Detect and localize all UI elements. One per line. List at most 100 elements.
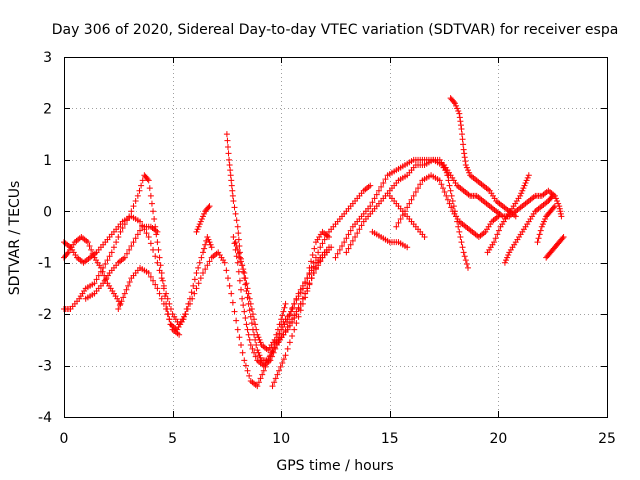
data-point	[297, 286, 304, 293]
data-point	[448, 204, 455, 211]
data-point	[459, 136, 466, 143]
data-point	[235, 250, 242, 257]
data-point	[557, 210, 564, 217]
data-point	[207, 241, 214, 248]
data-point	[247, 342, 254, 348]
data-point	[460, 249, 467, 256]
data-point	[233, 243, 240, 249]
data-point	[367, 203, 374, 210]
data-point	[202, 266, 209, 273]
x-tick-label: 20	[489, 431, 507, 447]
data-point	[230, 234, 237, 240]
data-point	[193, 285, 200, 292]
data-point	[393, 223, 400, 230]
data-point	[108, 249, 115, 256]
data-point	[255, 334, 262, 341]
data-point	[156, 267, 163, 274]
data-point	[406, 200, 413, 207]
data-point	[238, 258, 245, 265]
data-point	[97, 264, 104, 271]
data-point	[343, 235, 350, 242]
plot-frame	[64, 57, 608, 418]
data-point	[302, 279, 309, 285]
data-point	[455, 108, 462, 114]
data-point	[257, 339, 264, 346]
data-point	[223, 131, 230, 138]
data-point	[246, 336, 253, 343]
data-point	[293, 320, 300, 327]
data-point	[115, 234, 122, 240]
data-point	[152, 253, 159, 260]
data-point	[336, 246, 343, 253]
series-track-23	[232, 239, 289, 354]
data-point	[224, 144, 231, 150]
data-point	[308, 258, 315, 265]
data-point	[121, 290, 128, 297]
data-point	[193, 270, 200, 276]
data-point	[204, 262, 211, 269]
data-point	[289, 304, 296, 311]
data-point	[279, 312, 286, 319]
data-point	[503, 257, 510, 264]
data-point	[268, 353, 275, 360]
data-point	[247, 300, 254, 307]
data-point	[281, 304, 288, 311]
data-point	[460, 141, 467, 148]
x-tick-label: 5	[168, 431, 177, 447]
data-point	[520, 185, 527, 192]
data-point	[234, 326, 241, 333]
data-point	[221, 259, 228, 266]
data-point	[256, 336, 263, 343]
data-point	[551, 203, 558, 210]
data-point	[522, 180, 529, 186]
data-point	[272, 345, 279, 352]
data-point	[239, 349, 246, 356]
data-point	[291, 326, 298, 333]
data-point	[253, 342, 260, 348]
data-point	[226, 156, 233, 163]
data-point	[512, 213, 519, 220]
data-point	[523, 177, 530, 184]
y-tick-label: 2	[43, 101, 52, 117]
data-point	[354, 230, 361, 237]
data-point	[494, 231, 501, 238]
series-track-22	[61, 234, 124, 307]
data-point	[289, 306, 296, 312]
data-point	[404, 244, 411, 251]
data-point	[245, 331, 252, 338]
data-point	[248, 320, 255, 327]
y-tick-label: 0	[43, 204, 52, 220]
data-point	[289, 316, 296, 323]
data-point	[239, 295, 246, 302]
data-point	[125, 282, 132, 289]
data-point	[228, 177, 235, 184]
data-point	[457, 118, 464, 125]
data-point	[279, 360, 286, 366]
data-point	[226, 282, 233, 289]
data-point	[128, 243, 135, 249]
data-point	[286, 311, 293, 318]
data-point	[139, 177, 146, 184]
data-point	[280, 331, 287, 338]
data-point	[269, 383, 276, 390]
data-point	[252, 353, 259, 360]
data-point	[228, 290, 235, 297]
data-point	[404, 204, 411, 211]
series-track-4	[115, 264, 183, 338]
data-point	[456, 228, 463, 235]
data-point	[445, 177, 452, 184]
data-point	[286, 320, 293, 327]
data-point	[402, 208, 409, 215]
data-point	[276, 367, 283, 374]
data-point	[461, 150, 468, 157]
data-point	[88, 246, 95, 253]
data-point	[224, 275, 231, 282]
data-point	[193, 228, 200, 235]
data-point	[200, 270, 207, 276]
data-point	[163, 290, 170, 297]
data-point	[537, 227, 544, 234]
data-point	[235, 236, 242, 243]
y-tick-label: -1	[38, 256, 52, 272]
data-point	[446, 182, 453, 189]
data-point	[245, 290, 252, 297]
